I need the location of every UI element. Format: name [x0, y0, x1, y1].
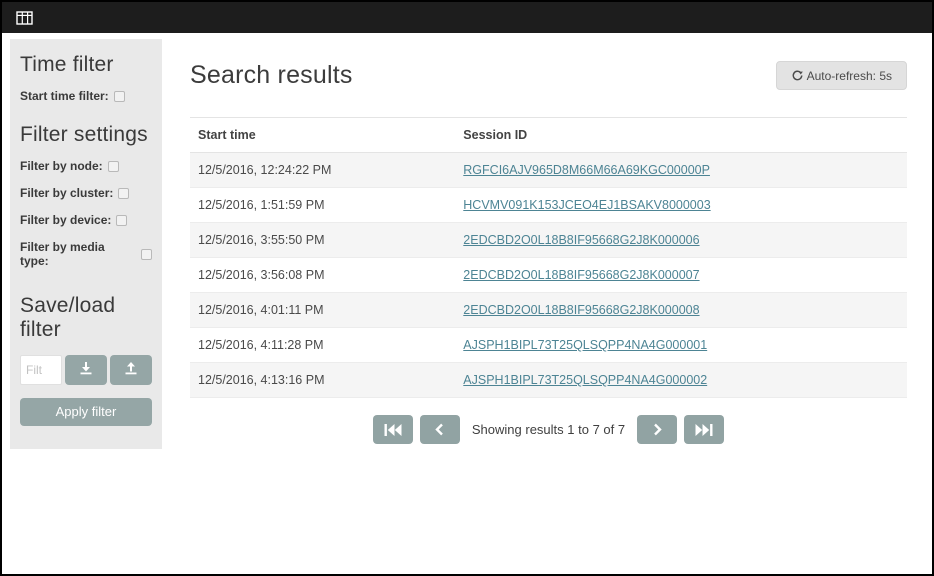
start-time-filter-label: Start time filter:	[20, 89, 109, 104]
table-row: 12/5/2016, 1:51:59 PM HCVMV091K153JCEO4E…	[190, 187, 907, 223]
session-id-link[interactable]: HCVMV091K153JCEO4EJ1BSAKV8000003	[463, 198, 711, 212]
apply-filter-button[interactable]: Apply filter	[20, 397, 152, 426]
skip-first-icon	[384, 423, 402, 436]
table-row: 12/5/2016, 3:55:50 PM 2EDCBD2O0L18B8IF95…	[190, 222, 907, 258]
save-load-controls	[20, 354, 152, 385]
start-time-filter-checkbox[interactable]	[113, 90, 125, 102]
filter-by-node-label: Filter by node:	[20, 159, 103, 174]
table-row: 12/5/2016, 4:01:11 PM 2EDCBD2O0L18B8IF95…	[190, 292, 907, 328]
save-filter-button[interactable]	[65, 354, 107, 385]
start-time-filter-row: Start time filter:	[20, 89, 152, 103]
search-results-table: Start time Session ID 12/5/2016, 12:24:2…	[190, 117, 907, 398]
main-header: Search results Auto-refresh: 5s	[190, 61, 907, 90]
filter-by-device-label: Filter by device:	[20, 213, 112, 228]
time-filter-heading: Time filter	[20, 53, 114, 76]
main-content: Search results Auto-refresh: 5s Start ti…	[190, 39, 907, 444]
download-icon	[79, 361, 93, 378]
pagination-status: Showing results 1 to 7 of 7	[471, 422, 626, 437]
page-title: Search results	[190, 61, 353, 89]
filter-by-device-row: Filter by device:	[20, 213, 152, 227]
column-header-start-time: Start time	[190, 117, 456, 153]
filter-by-device-checkbox[interactable]	[116, 214, 128, 226]
start-time-cell: 12/5/2016, 3:55:50 PM	[190, 222, 456, 258]
next-page-button[interactable]	[637, 415, 678, 444]
grid-menu-icon[interactable]	[16, 9, 38, 27]
filter-by-cluster-label: Filter by cluster:	[20, 186, 114, 201]
filter-name-input[interactable]	[20, 354, 62, 385]
prev-page-button[interactable]	[419, 415, 460, 444]
filter-by-node-checkbox[interactable]	[107, 160, 119, 172]
table-row: 12/5/2016, 3:56:08 PM 2EDCBD2O0L18B8IF95…	[190, 257, 907, 293]
first-page-button[interactable]	[372, 415, 413, 444]
session-id-link[interactable]: 2EDCBD2O0L18B8IF95668G2J8K000006	[463, 233, 700, 247]
filter-by-cluster-row: Filter by cluster:	[20, 186, 152, 200]
start-time-cell: 12/5/2016, 1:51:59 PM	[190, 187, 456, 223]
auto-refresh-label: Auto-refresh: 5s	[806, 68, 892, 83]
session-id-link[interactable]: 2EDCBD2O0L18B8IF95668G2J8K000007	[463, 268, 700, 282]
table-row: 12/5/2016, 4:11:28 PM AJSPH1BIPL73T25QLS…	[190, 327, 907, 363]
chevron-left-icon	[435, 423, 444, 436]
filter-by-media-type-label: Filter by media type:	[20, 240, 105, 269]
start-time-cell: 12/5/2016, 4:01:11 PM	[190, 292, 456, 328]
start-time-cell: 12/5/2016, 12:24:22 PM	[190, 152, 456, 188]
table-row: 12/5/2016, 12:24:22 PM RGFCI6AJV965D8M66…	[190, 152, 907, 188]
skip-last-icon	[695, 423, 713, 436]
upload-icon	[124, 361, 138, 378]
table-row: 12/5/2016, 4:13:16 PM AJSPH1BIPL73T25QLS…	[190, 362, 907, 398]
start-time-cell: 12/5/2016, 4:13:16 PM	[190, 362, 456, 398]
filter-settings-heading: Filter settings	[20, 123, 148, 147]
session-id-link[interactable]: 2EDCBD2O0L18B8IF95668G2J8K000008	[463, 303, 700, 317]
save-load-filter-heading: Save/load filter	[20, 294, 116, 342]
session-id-link[interactable]: RGFCI6AJV965D8M66M66A69KGC00000P	[463, 163, 710, 177]
filter-by-media-type-row: Filter by media type:	[20, 240, 152, 268]
chevron-right-icon	[653, 423, 662, 436]
table-header-row: Start time Session ID	[190, 117, 907, 153]
start-time-cell: 12/5/2016, 3:56:08 PM	[190, 257, 456, 293]
pagination: Showing results 1 to 7 of 7	[190, 415, 907, 444]
session-id-link[interactable]: AJSPH1BIPL73T25QLSQPP4NA4G000001	[463, 338, 708, 352]
session-id-link[interactable]: AJSPH1BIPL73T25QLSQPP4NA4G000002	[463, 373, 708, 387]
auto-refresh-button[interactable]: Auto-refresh: 5s	[775, 61, 907, 90]
filter-by-node-row: Filter by node:	[20, 159, 152, 173]
column-header-session-id: Session ID	[455, 117, 907, 153]
last-page-button[interactable]	[684, 415, 725, 444]
refresh-icon	[791, 69, 804, 82]
top-navigation-bar	[2, 2, 932, 33]
load-filter-button[interactable]	[110, 354, 152, 385]
filter-by-cluster-checkbox[interactable]	[118, 187, 130, 199]
filter-sidebar: Time filter Start time filter: Filter se…	[10, 39, 162, 449]
start-time-cell: 12/5/2016, 4:11:28 PM	[190, 327, 456, 363]
filter-by-media-type-checkbox[interactable]	[141, 248, 152, 260]
